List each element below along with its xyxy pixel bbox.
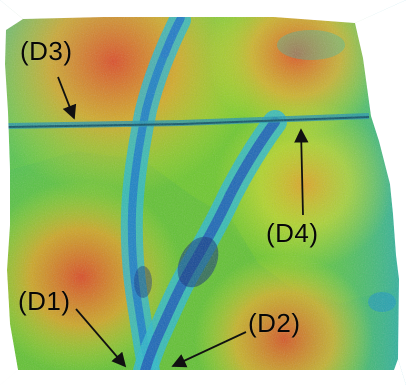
- label-d1: (D1): [18, 286, 71, 316]
- label-d4: (D4): [266, 218, 319, 248]
- label-d3: (D3): [20, 36, 73, 66]
- terrain-mask-right: [355, 0, 406, 385]
- terrain-mask-bottom: [0, 359, 406, 385]
- terrain-mask-left: [0, 0, 23, 385]
- label-d2: (D2): [248, 308, 301, 338]
- terrain-mask-top: [0, 0, 406, 23]
